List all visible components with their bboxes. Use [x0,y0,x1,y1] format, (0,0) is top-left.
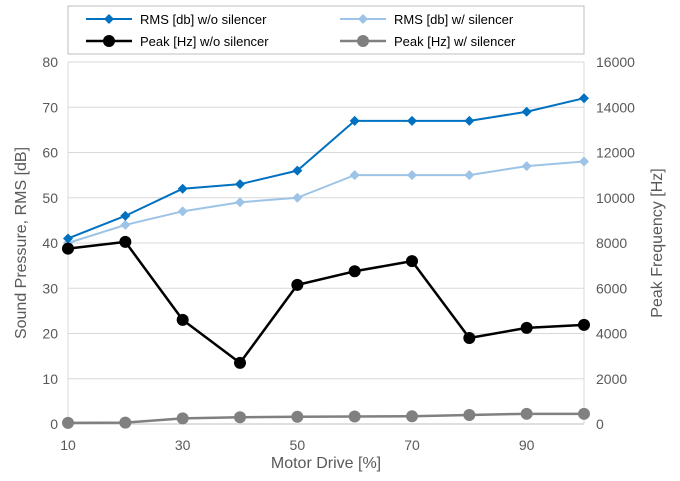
y-right-tick-label: 8000 [596,235,627,251]
series-line [67,160,585,244]
y-right-tick-label: 10000 [596,190,635,206]
y-left-tick-label: 70 [42,99,58,115]
data-point [62,416,74,429]
legend-swatch-marker [358,14,368,24]
data-point [463,408,476,421]
data-point [406,410,418,423]
y-right-tick-label: 2000 [596,371,627,387]
legend-label: Peak [Hz] w/o silencer [140,34,269,49]
y-right-tick-label: 14000 [596,99,635,115]
data-point [521,106,532,117]
data-point [177,183,188,194]
legend-label: RMS [db] w/ silencer [394,12,514,27]
legend-swatch-marker [104,14,114,24]
y-left-tick-label: 60 [42,145,58,161]
data-point [463,332,476,345]
data-point [291,410,304,423]
data-point [521,161,532,172]
series-line [67,240,585,365]
y-left-tick-label: 50 [42,190,58,206]
y-right-tick-label: 12000 [596,145,635,161]
legend-swatch-marker [357,35,369,47]
data-point [63,233,73,244]
series-line [67,97,585,240]
data-point [349,170,360,181]
data-point [464,115,475,126]
y-right-tick-label: 0 [596,416,604,432]
data-point [235,197,245,208]
data-point [348,265,361,278]
data-point [579,156,589,167]
data-point [62,242,74,255]
data-point [407,115,417,126]
y-left-tick-label: 20 [42,326,58,342]
data-point [119,416,132,429]
x-tick-label: 30 [175,437,191,453]
y-left-tick-label: 0 [50,416,58,432]
y-left-tick-label: 30 [42,280,58,296]
legend-label: Peak [Hz] w/ silencer [394,34,516,49]
y-left-tick-label: 10 [42,371,58,387]
y-left-tick-label: 80 [42,54,58,70]
data-point [291,278,304,291]
data-point [176,313,189,326]
data-point [520,407,533,420]
data-point [120,210,131,221]
y-left-tick-label: 40 [42,235,58,251]
data-point [119,235,132,248]
data-point [579,93,589,104]
series-line [67,412,584,425]
data-point [406,255,418,268]
x-tick-label: 50 [290,437,306,453]
y-right-tick-label: 6000 [596,280,627,296]
legend-box [67,5,585,55]
data-point [177,206,188,217]
data-point [292,192,303,203]
data-point [578,318,590,331]
data-point [464,170,475,181]
y-right-tick-label: 16000 [596,54,635,70]
x-tick-label: 70 [404,437,420,453]
x-tick-label: 10 [60,437,76,453]
data-point [235,179,245,190]
data-point [349,115,360,126]
y-right-axis-title: Peak Frequency [Hz] [649,168,666,317]
data-point [292,165,303,176]
data-point [120,219,131,230]
data-point [348,410,361,423]
x-axis-title: Motor Drive [%] [271,455,381,472]
data-point [176,412,189,425]
legend-label: RMS [db] w/o silencer [140,12,267,27]
y-left-axis-title: Sound Pressure, RMS [dB] [13,147,30,339]
data-point [520,321,533,334]
data-point [578,407,590,420]
data-point [234,411,246,424]
data-point [407,170,417,181]
legend-swatch-marker [103,35,115,47]
y-right-tick-label: 4000 [596,326,627,342]
data-point [234,356,246,369]
x-tick-label: 90 [519,437,535,453]
